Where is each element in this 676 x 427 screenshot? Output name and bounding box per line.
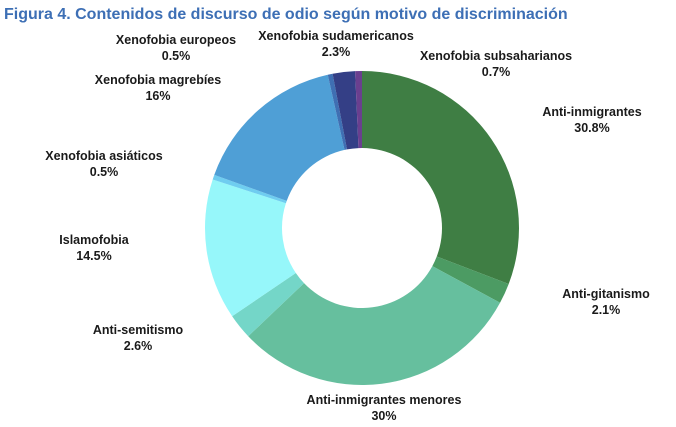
slice-anti-inmigrantes-menores [248, 266, 501, 385]
slice-label: Anti-semitismo 2.6% [93, 323, 184, 353]
slice-label-name: Anti-inmigrantes menores [307, 393, 462, 407]
slice-xenofobia-europeos [327, 73, 348, 150]
slice-label-value: 16% [145, 89, 170, 103]
slice-label-name: Anti-gitanismo [562, 287, 650, 301]
slice-label-name: Xenofobia subsaharianos [420, 49, 572, 63]
slice-label: Islamofobia 14.5% [59, 233, 130, 263]
slice-label: Anti-inmigrantes 30.8% [542, 105, 641, 135]
slice-label-name: Xenofobia europeos [116, 33, 236, 47]
slice-label: Anti-inmigrantes menores 30% [307, 393, 462, 423]
slice-label: Xenofobia europeos 0.5% [116, 33, 236, 63]
slice-label-value: 30% [371, 409, 396, 423]
slice-label: Xenofobia subsaharianos 0.7% [420, 49, 572, 79]
slice-labels: Anti-inmigrantes 30.8%Anti-gitanismo 2.1%A… [45, 29, 650, 423]
slice-label-name: Anti-inmigrantes [542, 105, 641, 119]
slice-label-name: Xenofobia sudamericanos [258, 29, 414, 43]
slice-label-value: 0.5% [162, 49, 191, 63]
slice-label-value: 14.5% [76, 249, 111, 263]
slice-label-value: 2.1% [592, 303, 621, 317]
slice-label: Anti-gitanismo 2.1% [562, 287, 650, 317]
chart-title: Figura 4. Contenidos de discurso de odio… [4, 6, 568, 23]
slice-label-name: Xenofobia asiáticos [45, 149, 162, 163]
slice-islamofobia [205, 179, 296, 317]
slice-label: Xenofobia sudamericanos 2.3% [258, 29, 414, 59]
slice-label-value: 30.8% [574, 121, 609, 135]
slice-label-name: Xenofobia magrebíes [95, 73, 221, 87]
slice-label-value: 0.5% [90, 165, 119, 179]
slice-anti-inmigrantes [362, 71, 519, 284]
slice-xenofobia-sudamericanos [332, 71, 359, 150]
slice-label-value: 2.6% [124, 339, 153, 353]
slice-xenofobia-subsaharianos [355, 71, 362, 149]
donut-slices [205, 71, 519, 385]
slice-xenofobia-asi-ticos [212, 174, 287, 204]
slice-xenofobia-magreb-es [214, 74, 345, 201]
slice-label-value: 2.3% [322, 45, 351, 59]
slice-anti-semitismo [232, 272, 305, 337]
slice-anti-gitanismo [432, 256, 509, 303]
slice-label-name: Islamofobia [59, 233, 130, 247]
slice-label-name: Anti-semitismo [93, 323, 184, 337]
slice-label: Xenofobia asiáticos 0.5% [45, 149, 162, 179]
slice-label: Xenofobia magrebíes 16% [95, 73, 221, 103]
slice-label-value: 0.7% [482, 65, 511, 79]
